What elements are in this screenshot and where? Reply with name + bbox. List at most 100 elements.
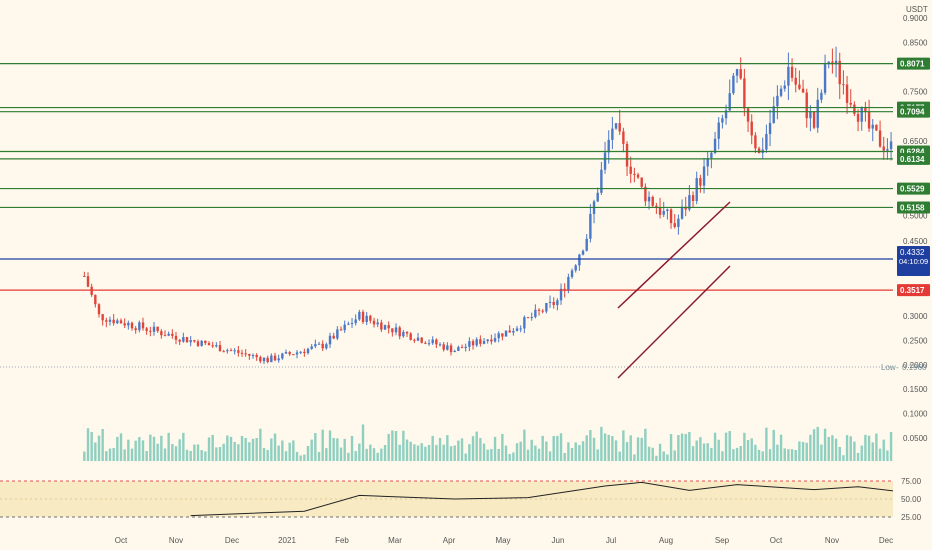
time-tick-label: Aug: [659, 536, 673, 545]
candle-body: [229, 350, 233, 352]
volume-bar: [442, 444, 445, 461]
volume-bar: [798, 441, 801, 461]
candle-body: [834, 60, 838, 65]
candle-body: [688, 195, 691, 210]
candle-body: [658, 207, 662, 215]
candle-body: [193, 340, 196, 342]
volume-bar: [827, 436, 830, 461]
volume-bar: [112, 448, 115, 461]
volume-bar: [603, 433, 607, 461]
candle-body: [251, 355, 255, 357]
volume-bar: [398, 444, 401, 461]
candle-body: [339, 329, 343, 331]
candle-body: [596, 192, 599, 202]
time-tick-label: Dec: [225, 536, 239, 545]
time-axis[interactable]: Oct Nov Dec 2021 Feb Mar Apr May Jun Jul Aug Sep Oct…: [115, 536, 893, 545]
volume-bar: [721, 451, 724, 461]
volume-bar: [171, 443, 174, 461]
candle-body: [413, 339, 416, 341]
price-tick-label: 0.8500: [903, 39, 928, 48]
candle-body: [94, 294, 97, 305]
volume-bar: [655, 455, 658, 461]
volume-bar: [277, 445, 280, 461]
volume-bar: [336, 438, 339, 461]
channel-lower-line[interactable]: [617, 265, 731, 379]
candle-body: [490, 339, 493, 342]
candle-body: [383, 325, 387, 330]
time-tick-label: Nov: [825, 536, 839, 545]
price-tick-label: 0.0500: [903, 434, 928, 443]
volume-bar: [706, 443, 709, 461]
last-price-value: 0.4332: [900, 248, 925, 257]
horizontal-levels[interactable]: [0, 63, 893, 291]
volume-bar: [138, 437, 141, 461]
candle-body: [889, 141, 893, 150]
candle-body: [86, 276, 90, 287]
candle-body: [567, 277, 570, 291]
price-tick-label: 0.9000: [903, 14, 928, 23]
level-price-tag: [897, 105, 930, 118]
volume-bar: [193, 444, 196, 461]
candle-body: [306, 348, 310, 354]
candle-body: [453, 350, 456, 353]
volume-bar: [358, 443, 361, 461]
candle-body: [497, 333, 500, 339]
volume-bar: [504, 445, 508, 461]
candle-body: [556, 300, 559, 306]
volume-bar: [878, 448, 882, 461]
channel-upper-line[interactable]: [617, 201, 731, 309]
candle-body: [266, 357, 269, 363]
volume-bar: [761, 451, 764, 461]
candle-body: [611, 128, 614, 140]
volume-bar: [347, 452, 350, 461]
candle-body: [827, 61, 830, 65]
volume-bar: [845, 435, 849, 461]
volume-bar: [167, 432, 170, 461]
volume-bar: [471, 436, 475, 461]
candle-body: [790, 66, 794, 78]
level-price-tag: [897, 201, 930, 214]
volume-bar: [776, 444, 779, 461]
volume-bar: [519, 441, 522, 461]
time-tick-label: Mar: [388, 536, 402, 545]
candle-body: [387, 325, 390, 329]
volume-bar: [882, 439, 885, 461]
volume-bar: [607, 434, 610, 461]
candle-body: [867, 111, 871, 129]
candle-body: [182, 337, 185, 342]
candle-body: [702, 166, 706, 186]
candle-body: [288, 352, 291, 355]
ascending-channel[interactable]: [617, 201, 731, 379]
candle-body: [816, 99, 819, 128]
volume-bar: [735, 447, 739, 461]
price-axis[interactable]: USDT 0.90000.85000.75000.65000.55000.500…: [881, 0, 932, 530]
candle-body: [589, 213, 592, 239]
volume-bar: [211, 434, 214, 461]
candle-body: [640, 177, 643, 187]
volume-bar: [383, 445, 387, 461]
candle-body: [680, 206, 684, 219]
time-tick-label: Apr: [443, 536, 456, 545]
volume-bar: [123, 449, 126, 461]
volume-bar: [207, 437, 211, 461]
candle-body: [358, 311, 361, 320]
candle-body: [783, 85, 786, 89]
candle-body: [240, 352, 244, 354]
candle-body: [270, 355, 273, 363]
volume-bar: [662, 451, 665, 461]
volume-bar: [369, 444, 372, 461]
candle-body: [647, 196, 651, 202]
rsi-tick-labels: 75.00 50.00 25.00: [901, 477, 922, 522]
level-price-tag: [897, 152, 930, 165]
candle-body: [831, 61, 834, 65]
candle-body: [651, 196, 654, 206]
candle-body: [259, 357, 262, 362]
volume-bar: [581, 441, 585, 461]
volume-bar: [713, 432, 717, 461]
candle-body: [618, 123, 621, 132]
candle-body: [409, 333, 412, 340]
level-price-tag: [897, 284, 930, 297]
candle-body: [886, 149, 889, 151]
candle-body: [350, 323, 354, 325]
